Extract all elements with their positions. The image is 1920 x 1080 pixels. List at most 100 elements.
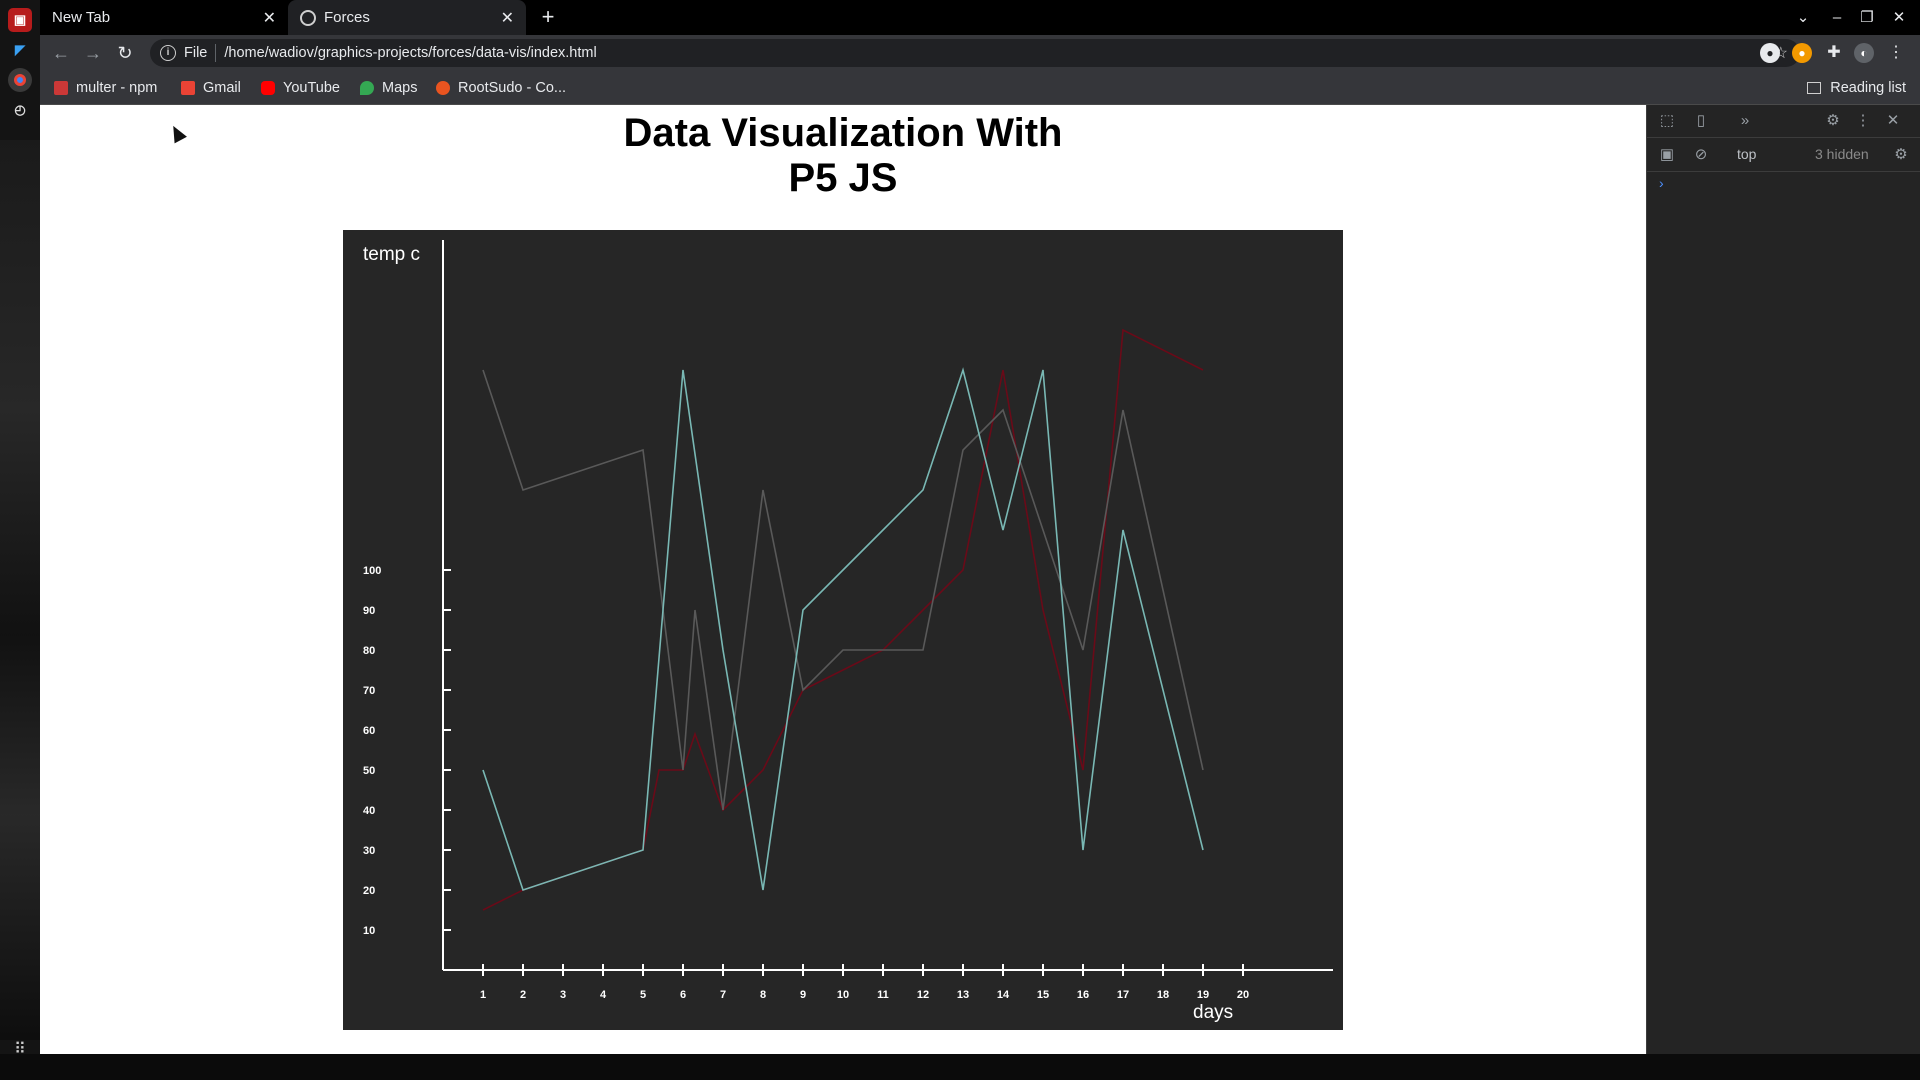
y-tick-label: 20 (363, 885, 375, 897)
x-tick-label: 11 (877, 989, 889, 1001)
x-tick-label: 20 (1237, 989, 1249, 1001)
y-tick-label: 70 (363, 685, 375, 697)
desktop-bottom-bar (0, 1054, 1920, 1080)
x-tick-label: 10 (837, 989, 849, 1001)
y-tick-label: 100 (363, 565, 381, 577)
bookmark-multer[interactable]: multer - npm (54, 77, 157, 99)
url-text[interactable]: /home/wadiov/graphics-projects/forces/da… (224, 45, 597, 61)
bookmark-youtube[interactable]: YouTube (261, 77, 340, 99)
tab-forces[interactable]: Forces ✕ (288, 0, 526, 35)
chart-canvas: temp c days 10 20 30 40 50 60 70 80 90 100 1 2 3 4 5 6 7 8 9… (343, 230, 1343, 1030)
x-tick-label: 12 (917, 989, 929, 1001)
bookmark-label: Gmail (203, 80, 241, 96)
gmail-icon (181, 81, 195, 95)
npm-icon (54, 81, 68, 95)
tab-new-tab[interactable]: New Tab ✕ (40, 0, 288, 35)
close-icon[interactable]: ✕ (500, 9, 514, 27)
series-line-1 (482, 328, 1204, 911)
devtools-panel: ⬚ ▯ » ⚙ ⋮ ✕ ▣ ⊘ top 3 hidden ⚙ › (1646, 105, 1920, 1054)
clear-console-icon[interactable]: ⊘ (1694, 146, 1708, 163)
close-icon[interactable]: ✕ (262, 9, 276, 27)
restore-button[interactable]: ❐ (1860, 9, 1874, 26)
avatar[interactable]: ◐ (1854, 43, 1874, 63)
y-axis-label: temp c (363, 244, 420, 265)
app-icon-vscode[interactable]: ◤ (15, 42, 25, 57)
title-line-2: P5 JS (788, 156, 898, 200)
new-tab-button[interactable]: + (541, 4, 555, 29)
console-prompt[interactable]: › (1659, 175, 1664, 191)
bookmark-label: multer - npm (76, 80, 158, 96)
reload-button[interactable]: ↻ (117, 43, 133, 63)
bookmark-maps[interactable]: Maps (360, 77, 417, 99)
tab-strip: New Tab ✕ Forces ✕ + ⌄ ‒ ❐ ✕ (40, 0, 1920, 35)
devtools-tabbar: ⬚ ▯ » ⚙ ⋮ ✕ (1647, 105, 1920, 138)
puzzle-icon[interactable]: ✚ (1827, 44, 1841, 61)
hidden-messages-count: 3 hidden (1815, 146, 1869, 162)
bookmark-rootsudo[interactable]: RootSudo - Co... (436, 77, 566, 99)
ubuntu-icon (436, 81, 450, 95)
show-apps-icon[interactable]: ⠿ (14, 1041, 26, 1058)
x-tick-label: 4 (600, 989, 607, 1001)
x-tick-label: 6 (680, 989, 686, 1001)
context-selector[interactable]: top (1737, 146, 1757, 162)
x-tick-label: 15 (1037, 989, 1049, 1001)
bookmark-label: RootSudo - Co... (458, 80, 566, 96)
series-line-3 (482, 367, 1204, 892)
app-icon-timeshift[interactable]: ◴ (14, 102, 26, 117)
close-devtools-icon[interactable]: ✕ (1886, 112, 1900, 129)
page-viewport: Data Visualization With P5 JS temp c days… (40, 105, 1646, 1054)
console-toolbar: ▣ ⊘ top 3 hidden ⚙ (1647, 138, 1920, 172)
sidebar-toggle-icon[interactable]: ▣ (1659, 146, 1675, 163)
tab-label: New Tab (52, 9, 111, 26)
x-tick-label: 17 (1117, 989, 1129, 1001)
minimize-button[interactable]: ‒ (1832, 9, 1842, 26)
back-button[interactable]: ← (52, 43, 70, 63)
console-settings-icon[interactable]: ⚙ (1894, 146, 1908, 163)
y-tick-label: 40 (363, 805, 375, 817)
bookmarks-bar: multer - npm Gmail YouTube Maps RootSudo… (40, 71, 1920, 105)
x-tick-label: 14 (997, 989, 1010, 1001)
app-icon-terminal[interactable]: ▣ (8, 8, 32, 32)
forward-button[interactable]: → (84, 43, 102, 63)
x-tick-label: 13 (957, 989, 969, 1001)
browser-toolbar: ← → ↻ i File /home/wadiov/graphics-proje… (40, 35, 1920, 71)
x-tick-label: 8 (760, 989, 766, 1001)
address-bar[interactable]: i File /home/wadiov/graphics-projects/fo… (150, 39, 1800, 67)
more-tabs-icon[interactable]: » (1740, 112, 1750, 129)
globe-icon (300, 9, 316, 26)
maps-pin-icon (360, 81, 374, 95)
device-toolbar-icon[interactable]: ▯ (1696, 112, 1706, 129)
x-tick-label: 1 (480, 989, 486, 1001)
x-tick-label: 2 (520, 989, 526, 1001)
y-tick-label: 60 (363, 725, 375, 737)
y-tick-label: 50 (363, 765, 375, 777)
app-icon-chrome[interactable] (8, 68, 32, 92)
extension-icon[interactable]: ● (1760, 43, 1780, 63)
close-window-button[interactable]: ✕ (1892, 9, 1906, 26)
scheme-label: File (184, 45, 208, 61)
bookmark-label: YouTube (283, 80, 340, 96)
x-tick-label: 16 (1077, 989, 1089, 1001)
browser-window: New Tab ✕ Forces ✕ + ⌄ ‒ ❐ ✕ ← → ↻ i Fil… (40, 0, 1920, 1054)
x-tick-label: 7 (720, 989, 726, 1001)
settings-gear-icon[interactable]: ⚙ (1826, 112, 1840, 129)
series-line-2 (482, 369, 1204, 811)
info-icon[interactable]: i (160, 45, 176, 61)
x-tick-label: 19 (1197, 989, 1209, 1001)
devtools-menu-icon[interactable]: ⋮ (1855, 112, 1871, 129)
dock-wallpaper (0, 140, 40, 1040)
x-axis-label: days (1193, 1002, 1233, 1023)
desktop-dock: ▣ ◤ ◴ ⠿ (0, 0, 40, 1080)
bookmark-gmail[interactable]: Gmail (181, 77, 241, 99)
y-tick-label: 10 (363, 925, 375, 937)
tab-search-icon[interactable]: ⌄ (1796, 9, 1810, 26)
reading-list-button[interactable]: Reading list (1807, 77, 1906, 99)
x-tick-label: 18 (1157, 989, 1169, 1001)
reading-list-icon (1807, 82, 1822, 94)
cookie-extension-icon[interactable]: ● (1792, 43, 1812, 63)
inspect-element-icon[interactable]: ⬚ (1659, 112, 1675, 129)
y-tick-label: 80 (363, 645, 375, 657)
menu-icon[interactable]: ⋮ (1888, 44, 1904, 61)
page-title: Data Visualization With P5 JS (40, 111, 1646, 201)
